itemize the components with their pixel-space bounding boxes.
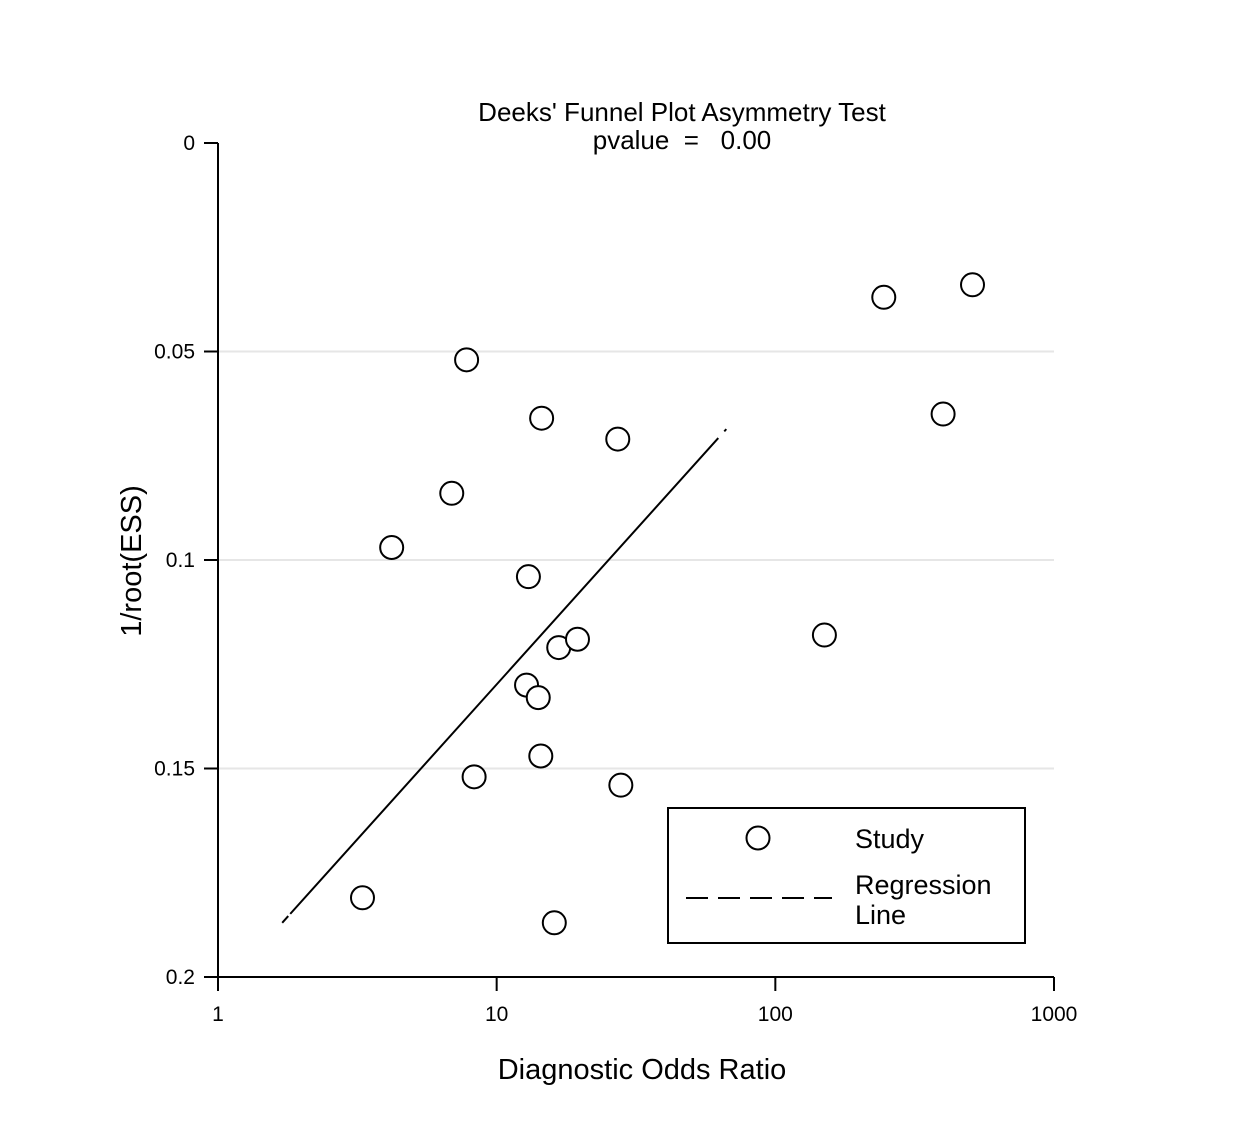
study-point bbox=[871, 284, 897, 310]
x-tick-label: 100 bbox=[758, 1003, 793, 1026]
study-points bbox=[349, 272, 986, 936]
study-point bbox=[461, 764, 487, 790]
study-point bbox=[349, 885, 375, 911]
x-tick-label: 1 bbox=[212, 1003, 224, 1026]
regression-line-layer bbox=[281, 284, 857, 924]
study-point bbox=[564, 626, 590, 652]
legend-study-marker bbox=[745, 825, 771, 851]
x-ticks: 1 10 100 1000 bbox=[212, 977, 1077, 1026]
study-point bbox=[529, 405, 555, 431]
study-point bbox=[930, 401, 956, 427]
legend: Study Regression Line bbox=[667, 807, 1026, 944]
y-tick-label: 0 bbox=[183, 132, 195, 155]
gridlines bbox=[218, 350, 1054, 770]
y-tick-label: 0.05 bbox=[154, 341, 195, 364]
y-tick-label: 0.1 bbox=[166, 549, 195, 572]
x-tick-label: 1000 bbox=[1031, 1003, 1078, 1026]
y-ticks: 0 0.05 0.1 0.15 0.2 bbox=[154, 132, 218, 989]
study-point bbox=[811, 622, 837, 648]
study-point bbox=[960, 272, 986, 298]
study-point bbox=[454, 347, 480, 373]
study-point bbox=[528, 743, 554, 769]
legend-regression-label-line1: Regression bbox=[855, 870, 992, 900]
legend-study-label: Study bbox=[855, 824, 925, 854]
legend-box bbox=[667, 807, 1026, 944]
study-point bbox=[439, 480, 465, 506]
study-point bbox=[379, 534, 405, 560]
x-tick-label: 10 bbox=[485, 1003, 508, 1026]
study-point bbox=[541, 910, 567, 936]
y-axis-label: 1/root(ESS) bbox=[116, 485, 148, 637]
x-axis-label: Diagnostic Odds Ratio bbox=[498, 1054, 787, 1086]
chart-subtitle: pvalue = 0.00 bbox=[593, 125, 772, 155]
study-point bbox=[605, 426, 631, 452]
study-point bbox=[515, 564, 541, 590]
y-tick-label: 0.2 bbox=[166, 966, 195, 989]
study-point bbox=[608, 772, 634, 798]
chart-title: Deeks' Funnel Plot Asymmetry Test bbox=[478, 97, 886, 127]
regression-line bbox=[281, 284, 857, 924]
study-point bbox=[525, 685, 551, 711]
y-tick-label: 0.15 bbox=[154, 758, 195, 781]
legend-regression-label-line2: Line bbox=[855, 900, 906, 930]
